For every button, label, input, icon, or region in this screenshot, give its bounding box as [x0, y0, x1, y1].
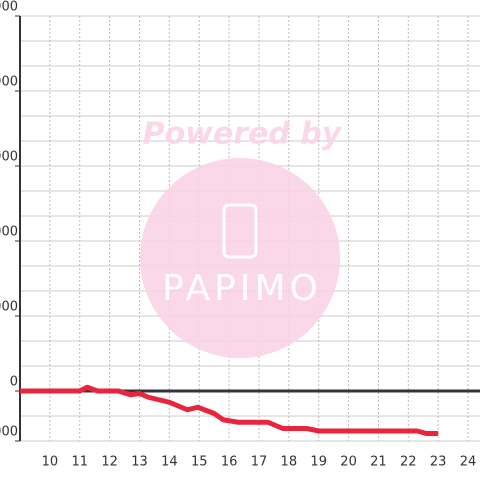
- y-tick-label: 90,000: [0, 150, 18, 165]
- x-tick-label: 18: [281, 455, 298, 470]
- x-tick-label: 21: [370, 455, 387, 470]
- x-tick-label: 23: [430, 455, 447, 470]
- y-tick-label: 60,000: [0, 225, 18, 240]
- x-tick-label: 22: [400, 455, 417, 470]
- x-tick-label: 20: [340, 455, 357, 470]
- line: [20, 384, 439, 436]
- x-tick-label: 11: [71, 455, 88, 470]
- x-tick-label: 15: [191, 455, 208, 470]
- watermark-title: Powered by: [143, 117, 343, 152]
- y-tick-label: 150,000: [0, 0, 18, 15]
- watermark: Powered by PAPIMO: [140, 117, 343, 358]
- x-tick-label: 10: [42, 455, 59, 470]
- x-tick-label: 16: [221, 455, 238, 470]
- x-tick-label: 19: [310, 455, 327, 470]
- x-tick-label: 14: [161, 455, 178, 470]
- y-tick-label: -20,000: [0, 425, 18, 440]
- y-tick-label: 120,000: [0, 75, 18, 90]
- x-tick-label: 17: [251, 455, 268, 470]
- x-tick-label: 13: [131, 455, 148, 470]
- watermark-icon: [222, 203, 258, 259]
- x-tick-label: 24: [460, 455, 477, 470]
- y-tick-label: 30,000: [0, 300, 18, 315]
- watermark-brand: PAPIMO: [162, 268, 322, 309]
- y-tick-label: 0: [10, 375, 18, 390]
- x-tick-label: 12: [101, 455, 118, 470]
